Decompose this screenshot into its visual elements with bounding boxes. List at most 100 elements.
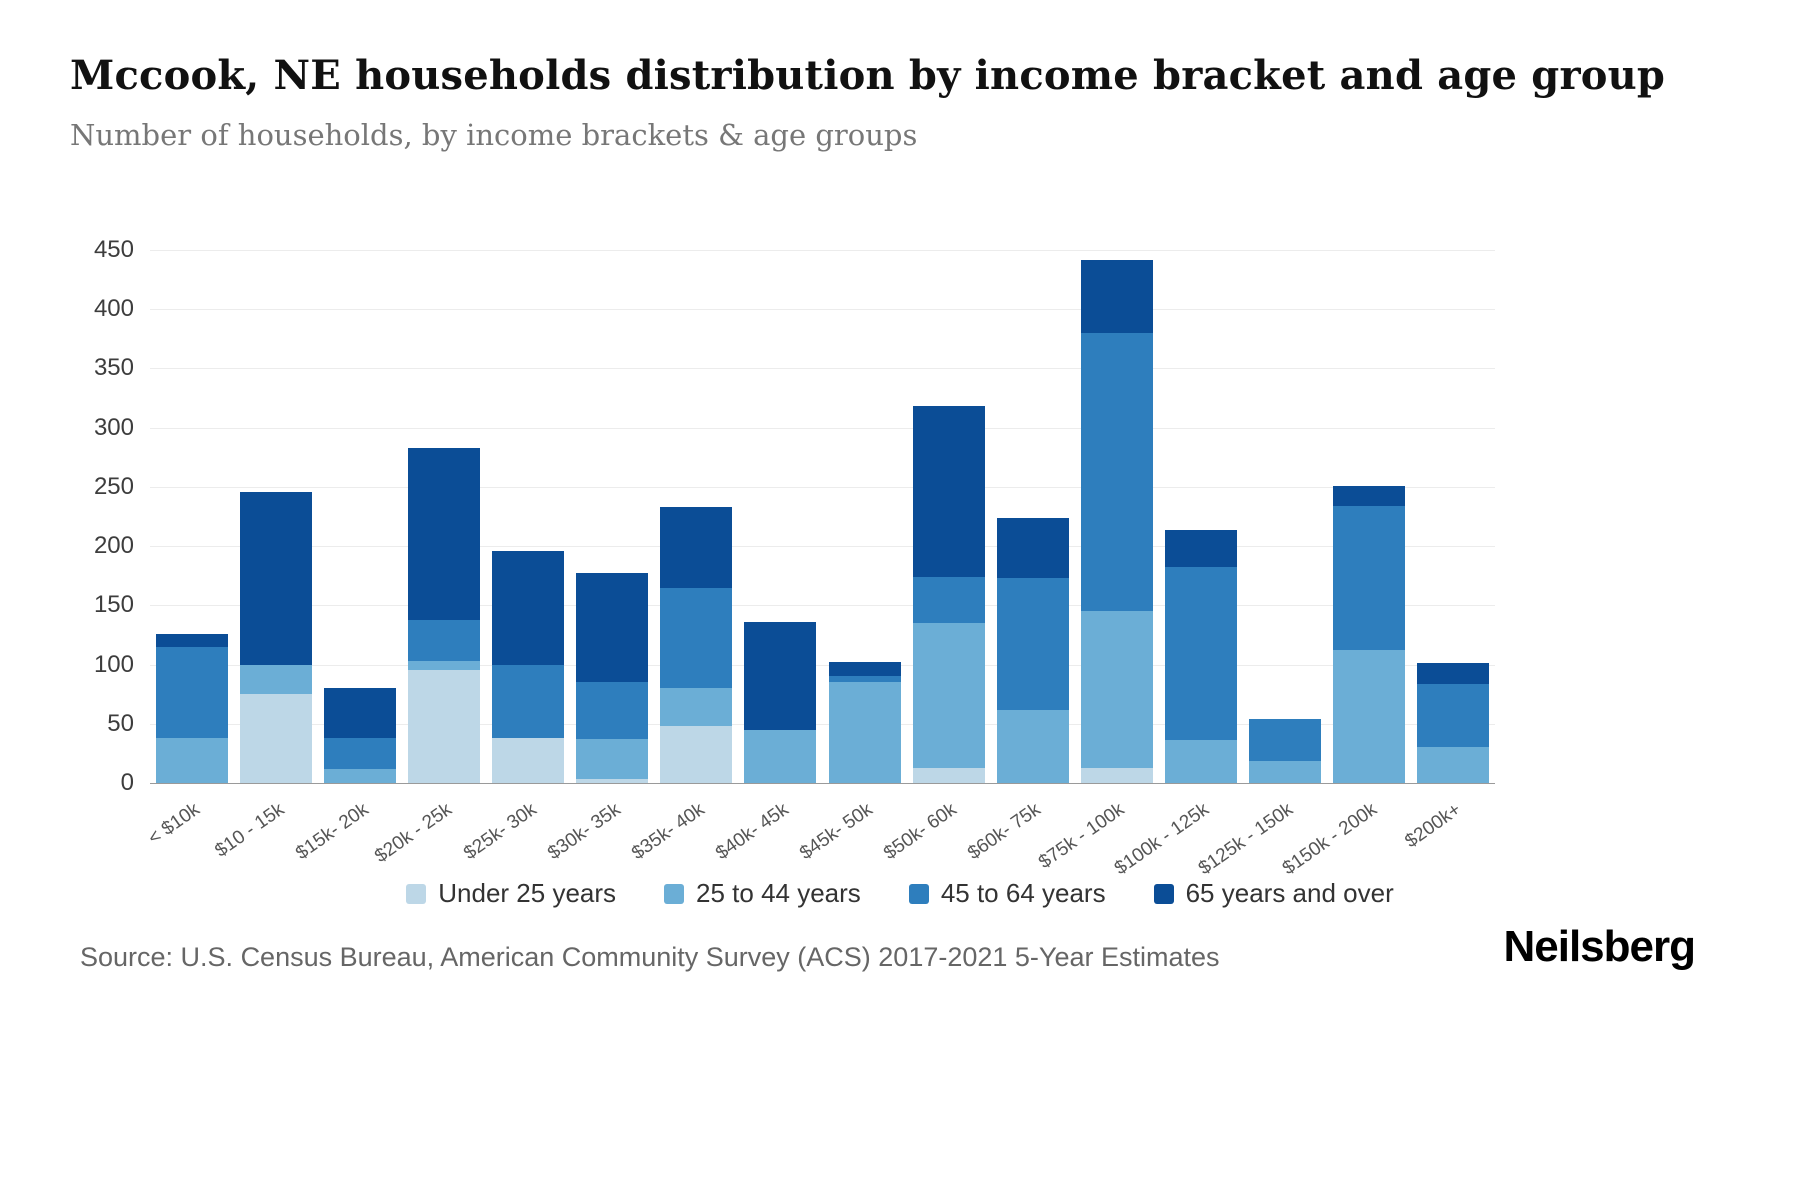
bar-segment[interactable] xyxy=(1164,567,1237,741)
grid-line xyxy=(150,309,1495,311)
x-axis-label: $200k+ xyxy=(1401,799,1466,853)
bar-segment[interactable] xyxy=(492,738,565,783)
bar-segment[interactable] xyxy=(912,767,985,783)
bar-segment[interactable] xyxy=(576,573,649,683)
bar-segment[interactable] xyxy=(240,694,313,783)
bar-segment[interactable] xyxy=(324,688,397,738)
grid-line xyxy=(150,605,1495,607)
bar-segment[interactable] xyxy=(660,688,733,727)
bar-segment[interactable] xyxy=(744,621,817,730)
chart-title: Mccook, NE households distribution by in… xyxy=(70,52,1666,99)
grid-line xyxy=(150,664,1495,666)
x-axis-label: $45k- 50k xyxy=(796,799,877,865)
grid-line xyxy=(150,723,1495,725)
bar-segment[interactable] xyxy=(660,587,733,689)
grid-line xyxy=(150,546,1495,548)
bar-segment[interactable] xyxy=(576,682,649,740)
x-axis-label: $10 - 15k xyxy=(211,799,289,862)
bar-segment[interactable] xyxy=(576,739,649,780)
x-axis-label: $40k- 45k xyxy=(712,799,793,865)
legend-item[interactable]: 65 years and over xyxy=(1153,878,1394,909)
bar-segment[interactable] xyxy=(828,662,901,677)
source-text: Source: U.S. Census Bureau, American Com… xyxy=(80,942,1220,972)
bar-segment[interactable] xyxy=(1416,663,1489,684)
bar-segment[interactable] xyxy=(912,576,985,624)
legend-item[interactable]: 25 to 44 years xyxy=(664,878,861,909)
y-axis-tick-label: 100 xyxy=(93,650,134,678)
grid-line xyxy=(150,250,1495,251)
y-axis-tick-label: 350 xyxy=(93,354,134,382)
bar-segment[interactable] xyxy=(1332,650,1405,783)
grid-line xyxy=(150,486,1495,488)
bar-segment[interactable] xyxy=(492,664,565,738)
x-axis-label: $35k- 40k xyxy=(628,799,709,865)
bar-segment[interactable] xyxy=(1080,259,1153,333)
bar-segment[interactable] xyxy=(660,726,733,783)
bar-segment[interactable] xyxy=(576,779,649,783)
x-axis-label: $150k - 200k xyxy=(1278,799,1381,880)
bar-segment[interactable] xyxy=(1416,747,1489,783)
bar-segment[interactable] xyxy=(1248,760,1321,783)
bar-segment[interactable] xyxy=(660,507,733,588)
bar-segment[interactable] xyxy=(156,646,229,738)
y-axis-tick-label: 50 xyxy=(107,709,134,737)
bar-segment[interactable] xyxy=(1080,767,1153,783)
x-axis-label: $60k- 75k xyxy=(964,799,1045,865)
x-axis-label: $20k - 25k xyxy=(371,799,457,868)
bar-segment[interactable] xyxy=(324,768,397,783)
brand-logo: Neilsberg xyxy=(1503,922,1696,971)
bar-segment[interactable] xyxy=(1332,485,1405,506)
chart-subtitle: Number of households, by income brackets… xyxy=(70,118,918,152)
bar-segment[interactable] xyxy=(1164,529,1237,568)
legend-item[interactable]: Under 25 years xyxy=(406,878,616,909)
y-axis-tick-label: 450 xyxy=(93,236,134,263)
y-axis-tick-label: 150 xyxy=(93,591,134,619)
x-axis-label: $25k- 30k xyxy=(459,799,541,865)
legend-label: Under 25 years xyxy=(438,878,617,908)
legend-swatch xyxy=(406,883,427,904)
legend-swatch xyxy=(908,883,929,904)
legend-swatch xyxy=(664,883,685,904)
bar-segment[interactable] xyxy=(408,447,481,620)
x-axis-label: $15k- 20k xyxy=(291,799,373,865)
bar-segment[interactable] xyxy=(744,729,817,783)
bar-segment[interactable] xyxy=(1248,719,1321,761)
bar-segment[interactable] xyxy=(996,709,1069,783)
bar-segment[interactable] xyxy=(240,664,313,695)
legend-item[interactable]: 45 to 64 years xyxy=(908,878,1106,909)
bar-segment[interactable] xyxy=(408,670,481,783)
legend-swatch xyxy=(1153,883,1174,904)
y-axis-tick-label: 200 xyxy=(93,532,134,560)
x-axis-label: $30k- 35k xyxy=(543,799,625,865)
legend-label: 45 to 64 years xyxy=(940,878,1106,908)
legend-label: 65 years and over xyxy=(1185,878,1394,908)
grid-line xyxy=(150,368,1495,370)
bar-segment[interactable] xyxy=(1080,611,1153,768)
bar-segment[interactable] xyxy=(1332,505,1405,651)
y-axis-tick-label: 250 xyxy=(93,472,134,500)
bar-segment[interactable] xyxy=(492,550,565,665)
y-axis-tick-label: 400 xyxy=(93,295,134,323)
bar-segment[interactable] xyxy=(828,676,901,683)
bar-segment[interactable] xyxy=(996,578,1069,710)
bar-segment[interactable] xyxy=(996,517,1069,579)
bar-segment[interactable] xyxy=(1164,740,1237,783)
chart-legend: Under 25 years 25 to 44 years 45 to 64 yea… xyxy=(0,878,1800,909)
bar-segment[interactable] xyxy=(240,491,313,665)
bar-segment[interactable] xyxy=(156,633,229,647)
x-axis-label: < $10k xyxy=(144,799,205,850)
bar-segment[interactable] xyxy=(156,738,229,783)
bar-segment[interactable] xyxy=(828,682,901,783)
bar-segment[interactable] xyxy=(408,619,481,662)
bar-segment[interactable] xyxy=(324,738,397,769)
grid-line xyxy=(150,783,1495,784)
bar-segment[interactable] xyxy=(1416,683,1489,748)
x-axis-label: $50k- 60k xyxy=(880,799,961,865)
bar-segment[interactable] xyxy=(408,661,481,671)
stacked-bar-plot-area: 0 50 100 150 200 250 300 350 400 450 < $10k $10 - 1… xyxy=(94,236,1495,879)
bar-segment[interactable] xyxy=(912,623,985,768)
y-axis-tick-label: 300 xyxy=(93,413,134,441)
bar-segment[interactable] xyxy=(1080,332,1153,612)
bar-segment[interactable] xyxy=(912,406,985,577)
